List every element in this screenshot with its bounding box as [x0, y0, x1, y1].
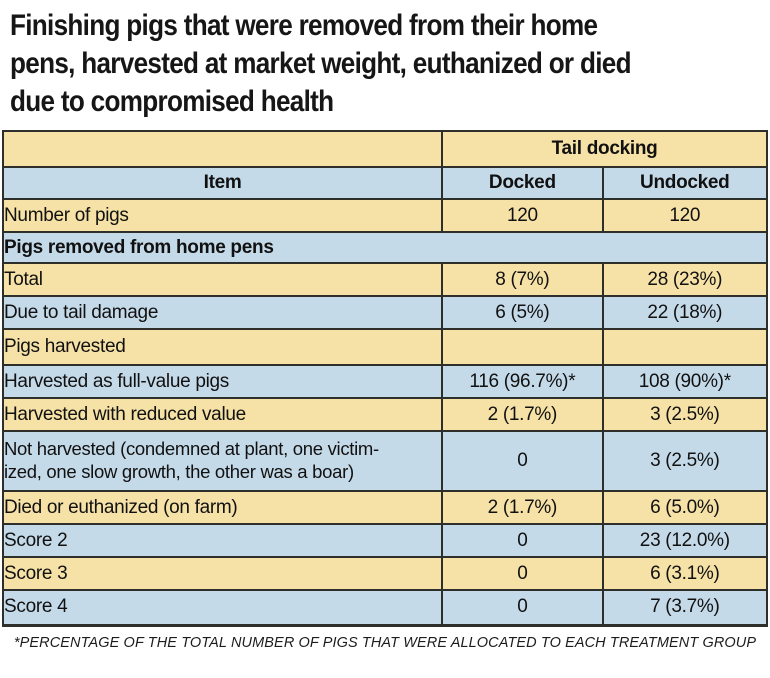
section-header-cell: Pigs removed from home pens	[3, 231, 767, 263]
item-cell: Pigs harvested	[3, 328, 443, 365]
undocked-cell: 108 (90%)*	[601, 364, 767, 398]
table-row: Score 4 0 7 (3.7%)	[3, 589, 767, 625]
item-line: Not harvested (condemned at plant, one v…	[4, 438, 379, 460]
table-row-group-header: Tail docking	[3, 130, 767, 167]
item-cell: Score 4	[3, 589, 443, 625]
docked-cell: 8 (7%)	[441, 262, 603, 296]
docked-cell: 0	[441, 430, 603, 491]
item-cell: Due to tail damage	[3, 295, 443, 329]
docked-cell: 2 (1.7%)	[441, 490, 603, 524]
item-cell: Harvested as full-value pigs	[3, 364, 443, 398]
figure-title-line: Finishing pigs that were removed from th…	[10, 9, 598, 42]
docked-cell: 116 (96.7%)*	[441, 364, 603, 398]
table-row: Harvested as full-value pigs 116 (96.7%)…	[3, 364, 767, 398]
docked-cell: 0	[441, 589, 603, 625]
undocked-cell: 22 (18%)	[601, 295, 767, 329]
table-row: Not harvested (condemned at plant, one v…	[3, 430, 767, 491]
undocked-cell: 120	[601, 198, 767, 232]
undocked-cell: 3 (2.5%)	[601, 397, 767, 431]
table-row: Score 3 0 6 (3.1%)	[3, 556, 767, 590]
undocked-cell: 7 (3.7%)	[601, 589, 767, 625]
undocked-cell: 6 (3.1%)	[601, 556, 767, 590]
item-cell: Score 3	[3, 556, 443, 590]
item-cell: Total	[3, 262, 443, 296]
table-row: Score 2 0 23 (12.0%)	[3, 523, 767, 557]
item-cell: Died or euthanized (on farm)	[3, 490, 443, 524]
item-cell: Number of pigs	[3, 198, 443, 232]
item-cell: Harvested with reduced value	[3, 397, 443, 431]
undocked-cell: 3 (2.5%)	[601, 430, 767, 491]
item-header-cell: Item	[3, 166, 443, 199]
undocked-cell	[601, 328, 767, 365]
table-row: Died or euthanized (on farm) 2 (1.7%) 6 …	[3, 490, 767, 524]
table-row: Number of pigs 120 120	[3, 198, 767, 232]
table-row: Due to tail damage 6 (5%) 22 (18%)	[3, 295, 767, 329]
table-row: Total 8 (7%) 28 (23%)	[3, 262, 767, 296]
pigs-data-table: Tail docking Item Docked Undocked Number…	[2, 130, 768, 627]
table-row-column-headers: Item Docked Undocked	[3, 166, 767, 199]
docked-cell: 0	[441, 556, 603, 590]
table-row: Harvested with reduced value 2 (1.7%) 3 …	[3, 397, 767, 431]
docked-header-cell: Docked	[441, 166, 603, 199]
footnote: *PERCENTAGE OF THE TOTAL NUMBER OF PIGS …	[13, 634, 757, 651]
undocked-cell: 23 (12.0%)	[601, 523, 767, 557]
docked-cell: 120	[441, 198, 603, 232]
item-cell: Score 2	[3, 523, 443, 557]
figure-title: Finishing pigs that were removed from th…	[10, 7, 770, 121]
corner-empty-cell	[3, 130, 443, 167]
item-line: ized, one slow growth, the other was a b…	[4, 461, 354, 482]
figure-title-line: due to compromised health	[10, 85, 334, 118]
undocked-header-cell: Undocked	[601, 166, 767, 199]
docked-cell: 0	[441, 523, 603, 557]
table-row: Pigs harvested	[3, 328, 767, 365]
table-section-row: Pigs removed from home pens	[3, 231, 767, 263]
docked-cell: 2 (1.7%)	[441, 397, 603, 431]
docked-cell: 6 (5%)	[441, 295, 603, 329]
item-cell: Not harvested (condemned at plant, one v…	[3, 430, 443, 491]
docked-cell	[441, 328, 603, 365]
column-group-header-cell: Tail docking	[441, 130, 767, 167]
undocked-cell: 28 (23%)	[601, 262, 767, 296]
undocked-cell: 6 (5.0%)	[601, 490, 767, 524]
figure-title-line: pens, harvested at market weight, euthan…	[10, 47, 632, 80]
